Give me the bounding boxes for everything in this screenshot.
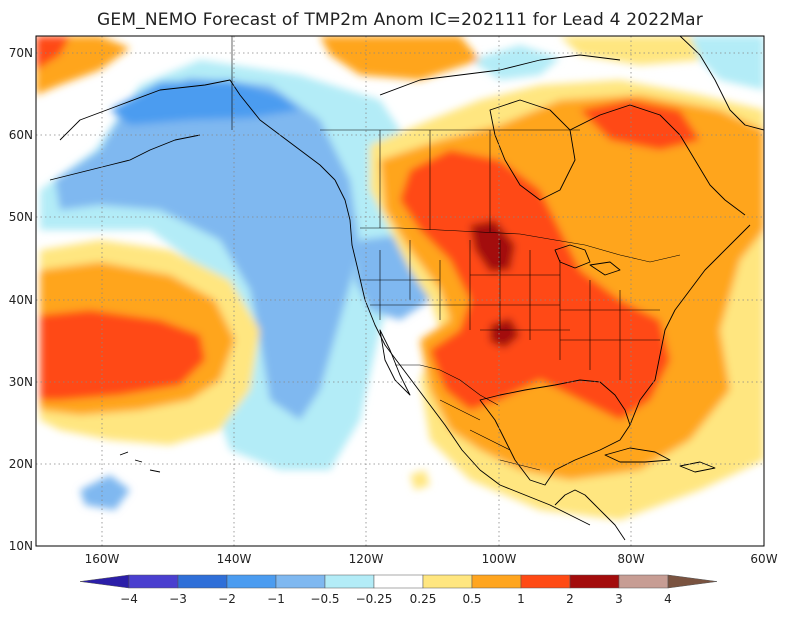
legend-swatch-0 [80,575,129,588]
legend-label-11: 4 [664,592,672,606]
legend-label-7: 0.5 [462,592,481,606]
lat-label-70n: 70N [9,46,33,60]
legend-swatch-8 [472,575,521,588]
legend-label-10: 3 [615,592,623,606]
legend-label-4: −0.5 [310,592,339,606]
legend-labels: −4 −3 −2 −1 −0.5 −0.25 0.25 0.5 1 2 3 4 [120,592,672,606]
legend-swatch-6 [374,575,423,588]
legend-swatch-2 [178,575,227,588]
lat-label-20n: 20N [9,457,33,471]
color-legend [80,575,717,588]
lat-label-50n: 50N [9,210,33,224]
lon-label-80w: 80W [617,552,644,566]
legend-swatch-3 [227,575,276,588]
lat-label-60n: 60N [9,128,33,142]
legend-swatch-1 [129,575,178,588]
legend-swatch-4 [276,575,325,588]
legend-label-0: −4 [120,592,138,606]
legend-label-3: −1 [267,592,285,606]
legend-label-6: 0.25 [410,592,437,606]
legend-swatch-12 [668,575,717,588]
legend-label-2: −2 [218,592,236,606]
lon-label-100w: 100W [482,552,517,566]
map-panel [36,36,764,546]
lon-label-120w: 120W [349,552,384,566]
lat-label-10n: 10N [9,539,33,553]
longitude-labels: 160W 140W 120W 100W 80W 60W [85,552,778,566]
legend-label-8: 1 [517,592,525,606]
legend-label-5: −0.25 [356,592,393,606]
legend-label-1: −3 [169,592,187,606]
lat-label-40n: 40N [9,293,33,307]
lat-label-30n: 30N [9,375,33,389]
latitude-labels: 70N 60N 50N 40N 30N 20N 10N [9,46,33,553]
legend-swatch-9 [521,575,570,588]
legend-swatch-5 [325,575,374,588]
forecast-map-figure: 70N 60N 50N 40N 30N 20N 10N 160W 140W 12… [0,0,800,618]
legend-swatch-10 [570,575,619,588]
legend-swatch-7 [423,575,472,588]
lon-label-140w: 140W [217,552,252,566]
legend-swatch-11 [619,575,668,588]
lon-label-60w: 60W [750,552,777,566]
lon-label-160w: 160W [85,552,120,566]
legend-label-9: 2 [566,592,574,606]
